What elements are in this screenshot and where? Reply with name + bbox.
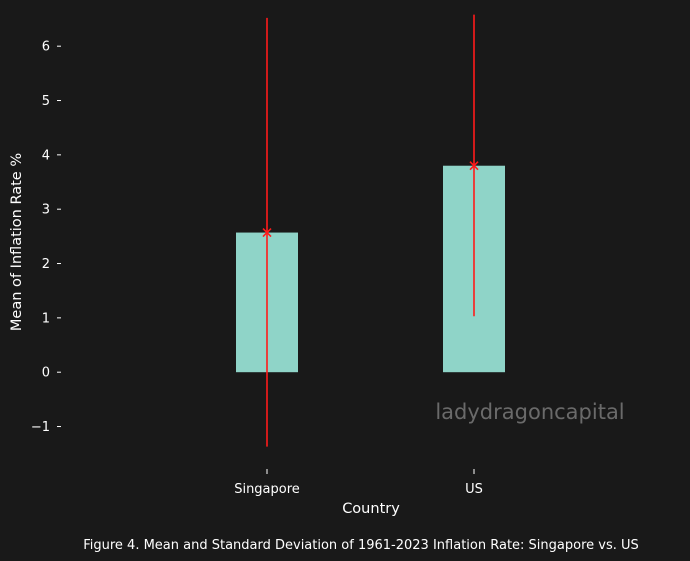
- x-tick-label: US: [465, 482, 483, 497]
- y-tick-label: 1: [42, 311, 50, 326]
- figure-caption: Figure 4. Mean and Standard Deviation of…: [83, 538, 639, 553]
- x-axis-label: Country: [342, 501, 400, 517]
- y-tick-label: 0: [42, 366, 50, 381]
- y-tick-label: 4: [42, 148, 50, 163]
- y-tick-label: 6: [42, 40, 50, 55]
- mean-marker: [469, 161, 479, 171]
- x-axis: Singapore US: [234, 469, 483, 497]
- error-bars: [262, 14, 479, 447]
- mean-marker-stroke: [469, 161, 479, 171]
- watermark: ladydragoncapital: [435, 400, 624, 424]
- mean-marker-stroke: [262, 227, 272, 238]
- y-tick-label: −1: [31, 420, 50, 435]
- y-tick-label: 2: [42, 257, 50, 272]
- y-tick-label: 5: [42, 94, 50, 109]
- y-axis-label: Mean of Inflation Rate %: [9, 153, 25, 331]
- y-axis: −1 0 1 2 3 4 5 6: [31, 40, 61, 435]
- x-tick-label: Singapore: [234, 482, 300, 497]
- mean-marker: [262, 227, 272, 238]
- y-tick-label: 3: [42, 203, 50, 218]
- bars: [236, 165, 505, 373]
